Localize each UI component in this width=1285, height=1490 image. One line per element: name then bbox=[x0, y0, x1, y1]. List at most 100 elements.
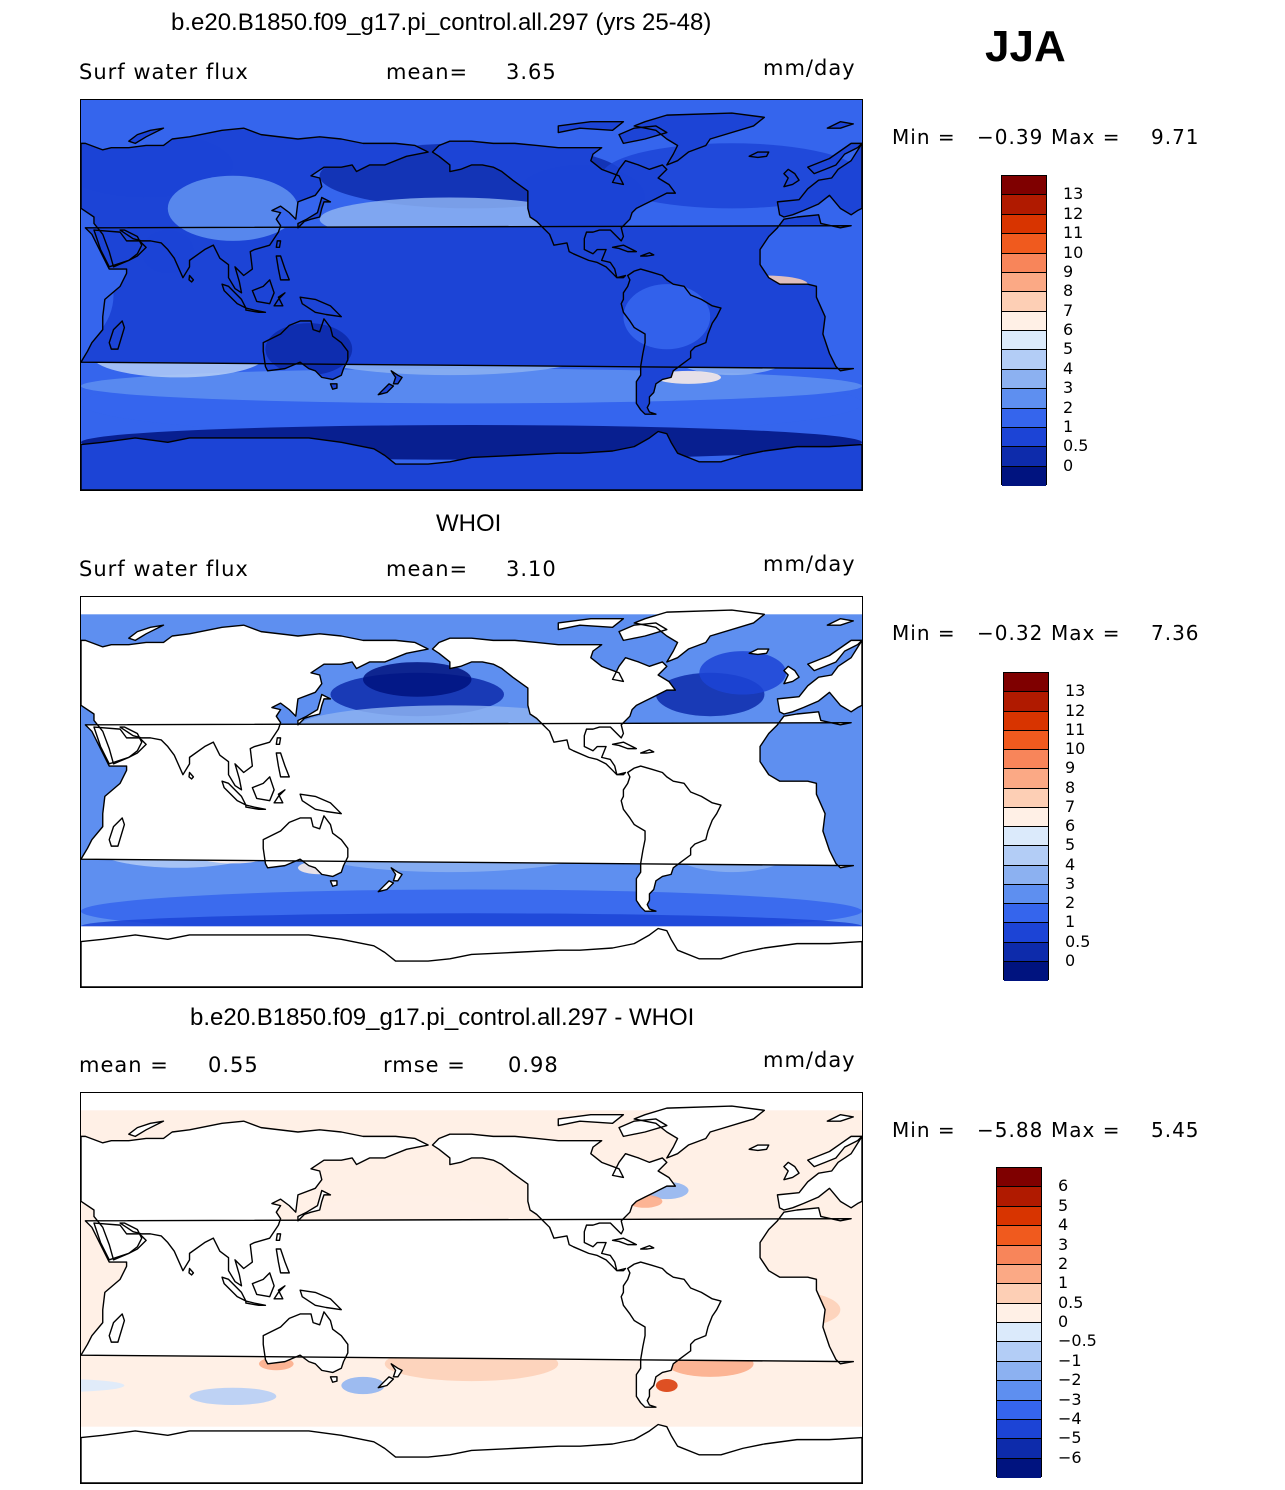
coastline-nzNorth bbox=[390, 1363, 403, 1378]
coastline-cuba bbox=[611, 1237, 638, 1246]
land-sumatra bbox=[222, 781, 246, 806]
land-scandinavia bbox=[807, 143, 862, 174]
colorbar-swatch bbox=[1004, 673, 1048, 693]
land-newGuinea bbox=[300, 1290, 342, 1310]
panel-model-map bbox=[80, 99, 863, 491]
coastline-antarctica bbox=[81, 927, 862, 987]
colorbar-swatch bbox=[1004, 865, 1048, 885]
land-scandinavia bbox=[807, 640, 862, 671]
season-label: JJA bbox=[985, 22, 1066, 71]
coastline-hispaniola bbox=[639, 252, 655, 257]
land-field-contour bbox=[167, 175, 299, 241]
colorbar-swatch bbox=[997, 1323, 1041, 1343]
colorbar-label: 4 bbox=[1065, 854, 1076, 874]
colorbar-swatch bbox=[1002, 292, 1046, 312]
colorbar-swatch bbox=[997, 1381, 1041, 1401]
colorbar-label: 10 bbox=[1065, 739, 1086, 758]
panel-obs-max-value: 7.36 bbox=[1151, 621, 1200, 645]
colorbar-swatch bbox=[1004, 846, 1048, 866]
panel-obs-mean-label: mean= bbox=[386, 557, 469, 581]
coastline-svalbard bbox=[826, 617, 855, 626]
coastline-philippines bbox=[275, 1248, 290, 1274]
coastline-eurasia bbox=[81, 624, 429, 791]
coastline-arcticIslands bbox=[557, 120, 625, 134]
missing-data-region bbox=[81, 926, 862, 987]
land-field-contour bbox=[265, 323, 353, 376]
panel-diff-colorbar: 6 5 4 3 2 1 0.5 0 −0.5 −1 −2 −3 −4 −5 −6 bbox=[996, 1167, 1116, 1478]
coastline-southAmerica bbox=[620, 1261, 722, 1408]
colorbar-label: 3 bbox=[1063, 378, 1074, 398]
coastline-nzNorth bbox=[390, 370, 403, 385]
coastline-europeWest bbox=[776, 639, 862, 715]
colorbar-swatch bbox=[1002, 466, 1046, 486]
colorbar-swatch bbox=[997, 1264, 1041, 1285]
map-canvas bbox=[81, 597, 862, 987]
panel-obs-min-value: −0.32 bbox=[977, 621, 1044, 645]
coastline-sriLanka bbox=[188, 771, 195, 780]
coastline-taiwan bbox=[275, 1233, 282, 1242]
colorbar-swatch bbox=[997, 1458, 1041, 1478]
coastline-java bbox=[245, 307, 267, 314]
colorbar-swatch bbox=[997, 1206, 1041, 1227]
panel-model-variable: Surf water flux bbox=[79, 60, 249, 84]
land-madagascar bbox=[109, 1313, 125, 1343]
map-canvas bbox=[81, 100, 862, 490]
coastline-novayaZemlya bbox=[128, 624, 165, 642]
coastline-greenland bbox=[633, 112, 766, 166]
land-northAmerica bbox=[432, 638, 676, 775]
coastline-eurasia bbox=[81, 127, 429, 294]
coastline-tasmania bbox=[329, 1376, 338, 1383]
panel-model-mean-value: 3.65 bbox=[506, 60, 557, 84]
coastline-arcticIslands2 bbox=[618, 622, 668, 642]
coastline-hispaniola bbox=[639, 749, 655, 754]
colorbar-label: 6 bbox=[1063, 320, 1074, 339]
panel-diff-mean-value: 0.55 bbox=[208, 1053, 259, 1077]
colorbar-label: 7 bbox=[1063, 300, 1074, 320]
land-southAmerica bbox=[621, 766, 721, 912]
coastline-borneo bbox=[251, 279, 275, 305]
panel-obs-colorbar: 13 12 11 10 9 8 7 6 5 4 3 2 1 0.5 0 bbox=[1003, 672, 1123, 981]
colorbar-label: 12 bbox=[1065, 700, 1086, 720]
land-greenland bbox=[634, 610, 765, 662]
colorbar-swatch bbox=[1002, 176, 1046, 196]
field-contour bbox=[81, 1379, 125, 1392]
colorbar-label: 1 bbox=[1058, 1273, 1069, 1293]
colorbar-label: 6 bbox=[1058, 1176, 1069, 1196]
colorbar-swatch bbox=[1004, 904, 1048, 924]
land-antarctica bbox=[81, 431, 862, 490]
coastline-africa bbox=[81, 711, 855, 869]
coastline-southAmerica bbox=[620, 268, 722, 415]
land-newGuinea bbox=[300, 794, 342, 814]
land-scandinavia bbox=[807, 1136, 862, 1167]
colorbar-label: 0 bbox=[1065, 950, 1076, 970]
colorbar-swatch bbox=[997, 1303, 1041, 1323]
land-greenland bbox=[634, 113, 765, 165]
missing-data-region bbox=[81, 597, 862, 615]
panel-diff-min-value: −5.88 bbox=[977, 1118, 1044, 1142]
coastline-arabia bbox=[93, 1222, 147, 1261]
colorbar-label: 8 bbox=[1065, 777, 1076, 797]
coastline-philippines bbox=[275, 752, 290, 778]
colorbar-label: 2 bbox=[1058, 1253, 1069, 1273]
colorbar-label: 2 bbox=[1065, 893, 1076, 912]
colorbar-label: 0.5 bbox=[1058, 1292, 1084, 1312]
panel-diff-units: mm/day bbox=[763, 1048, 856, 1072]
coastline-scandinavia bbox=[807, 142, 862, 175]
colorbar-swatch bbox=[1004, 692, 1048, 712]
coastline-australia bbox=[262, 1311, 349, 1374]
panel-model-colorbar: 13 12 11 10 9 8 7 6 5 4 3 2 1 0.5 0 bbox=[1001, 175, 1121, 486]
coastline-eurasia bbox=[81, 1120, 429, 1287]
colorbar-label: 11 bbox=[1065, 719, 1086, 739]
coastline-australia bbox=[262, 318, 349, 381]
missing-data-region bbox=[81, 1426, 862, 1483]
panel-obs-variable: Surf water flux bbox=[79, 557, 249, 581]
coastline-arcticIslands bbox=[557, 617, 625, 631]
coastline-uk bbox=[783, 665, 800, 685]
colorbar-swatch bbox=[1002, 447, 1046, 467]
coastline-philippines bbox=[275, 255, 290, 281]
panel-model-title: b.e20.B1850.f09_g17.pi_control.all.297 (… bbox=[171, 9, 712, 36]
colorbar-label: −1 bbox=[1058, 1350, 1082, 1370]
colorbar-swatch bbox=[1004, 961, 1048, 981]
land-nzSouth bbox=[378, 880, 394, 892]
colorbar-label: 13 bbox=[1063, 184, 1084, 204]
